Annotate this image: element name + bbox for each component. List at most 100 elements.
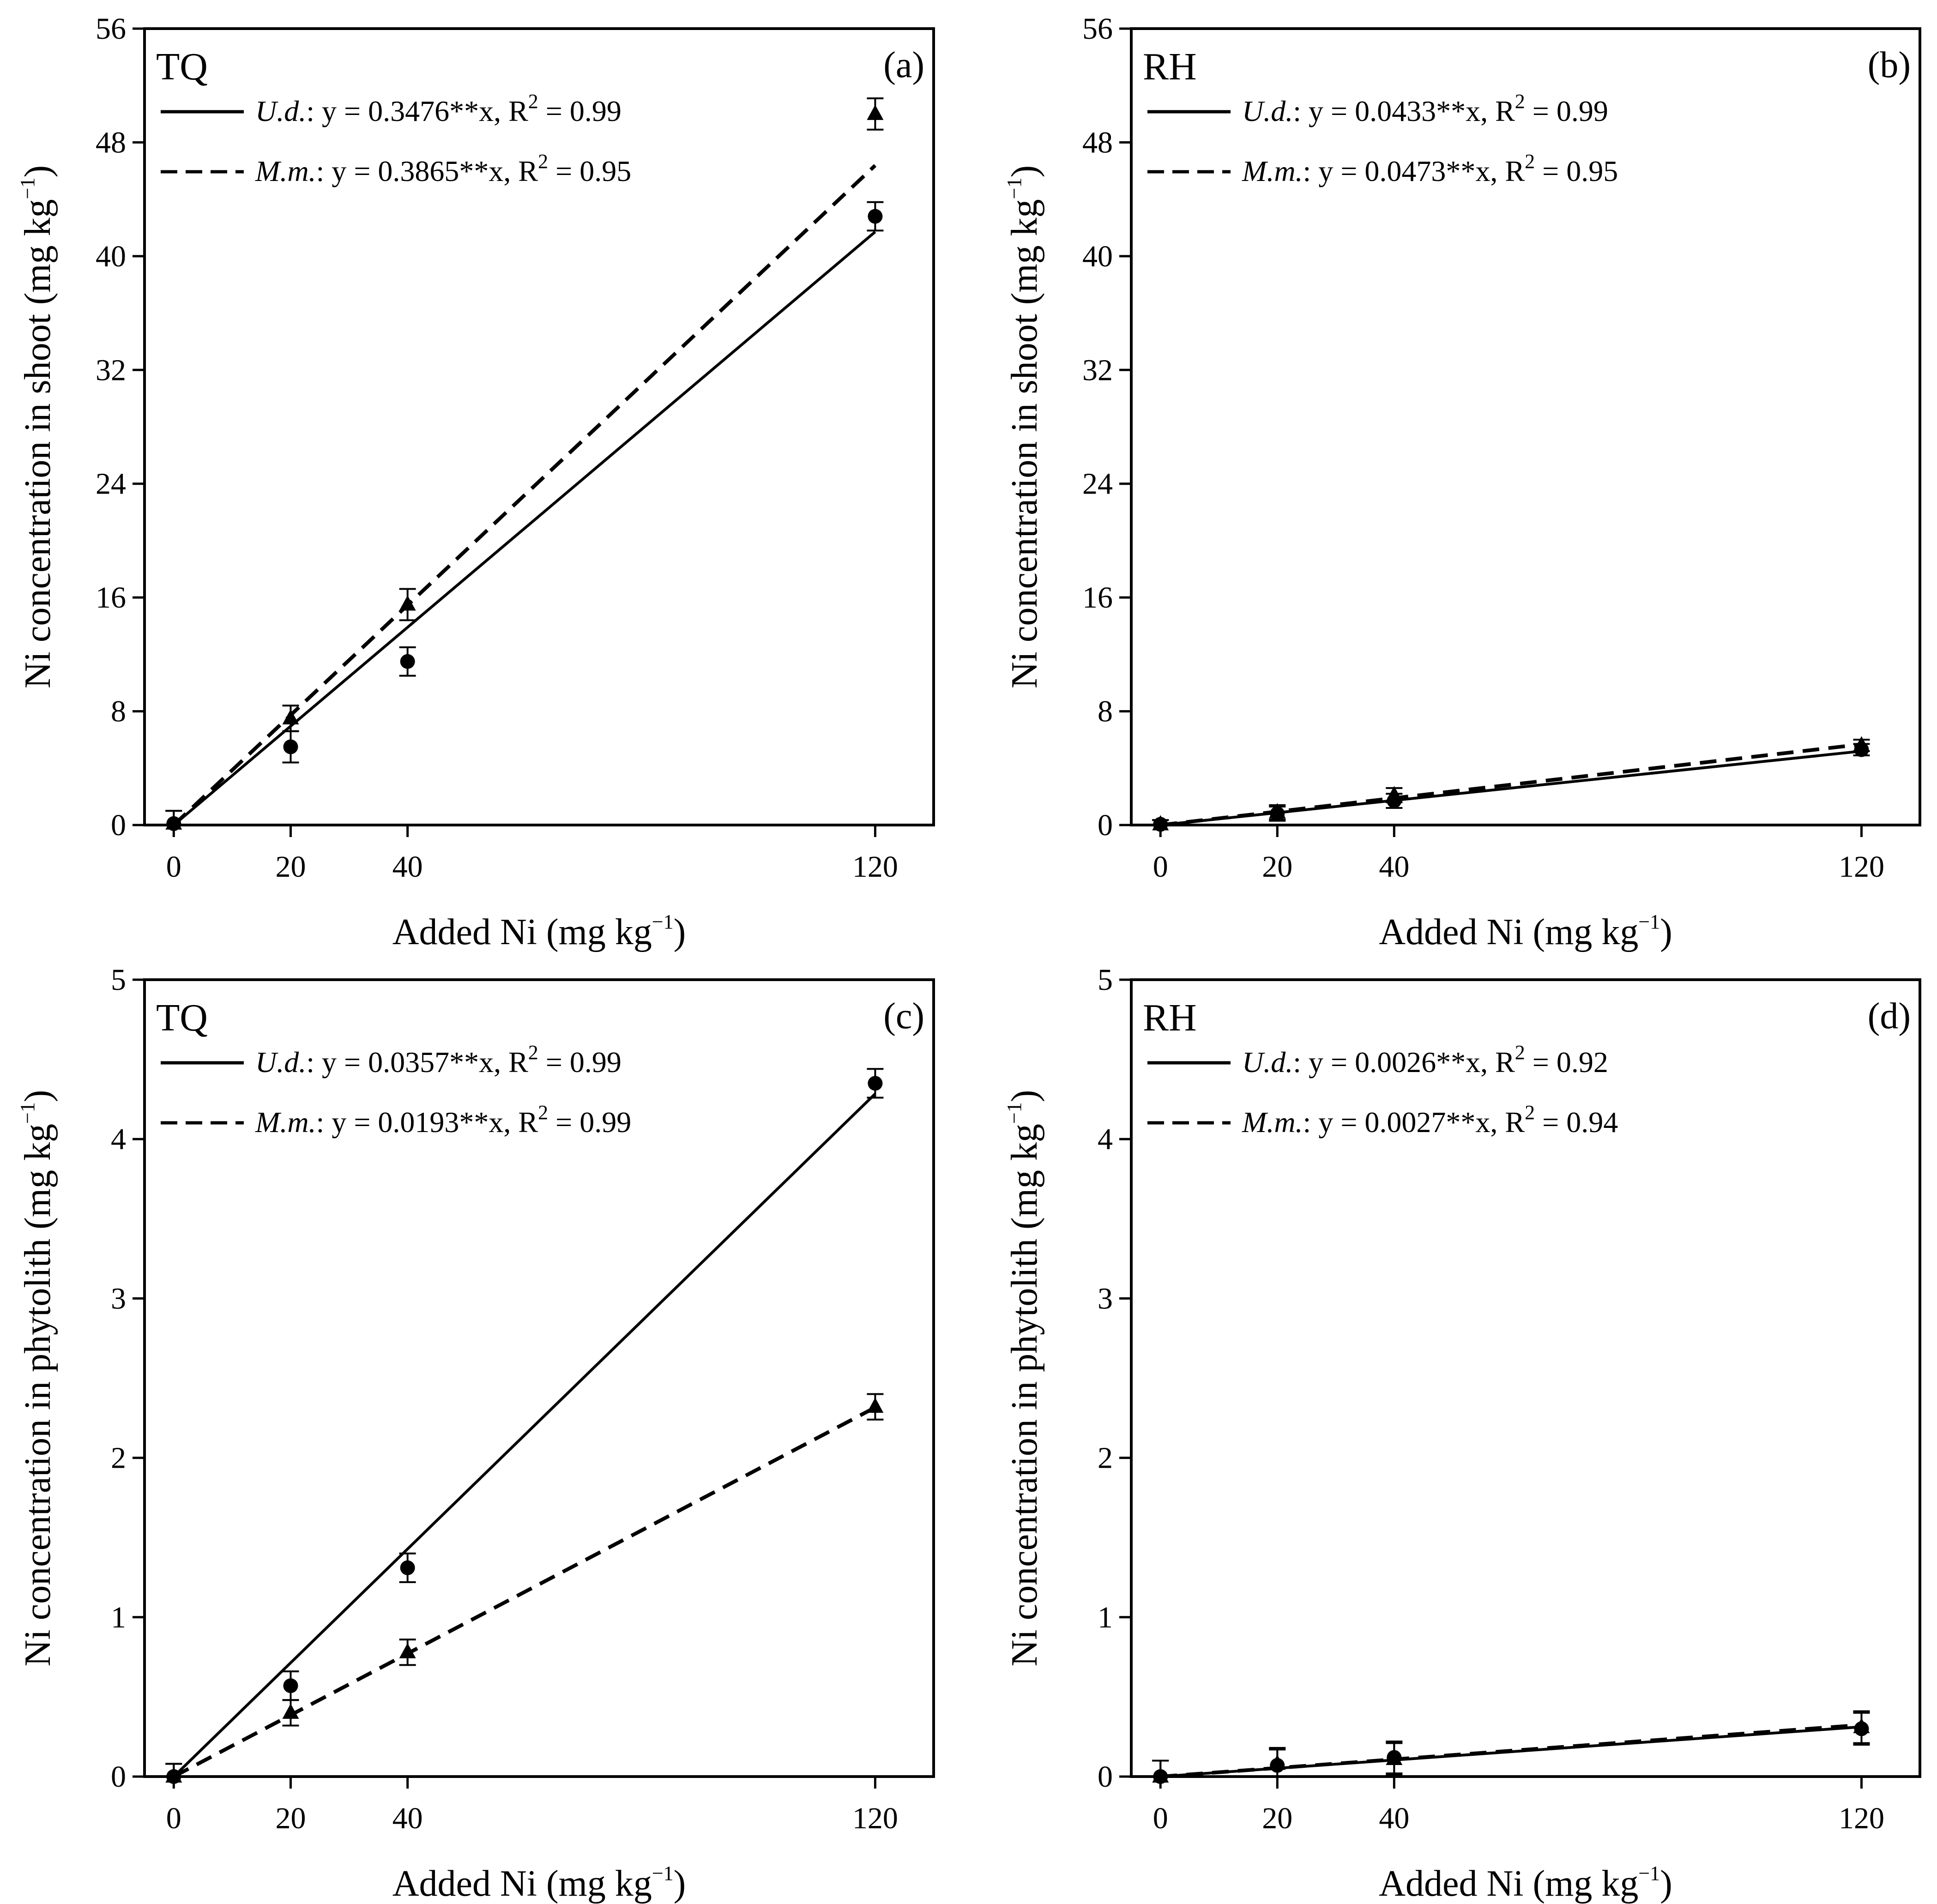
y-tick-label: 0 [1098, 1760, 1113, 1794]
point-mm [1152, 815, 1169, 831]
y-tick-label: 2 [111, 1441, 126, 1475]
legend-r2-value: = 0.94 [1535, 1106, 1618, 1139]
point-mm [1386, 1750, 1403, 1765]
legend-colon: : [306, 1046, 322, 1079]
point-mm [282, 709, 299, 724]
fit-line-mm [173, 1405, 876, 1778]
y-tick-label: 32 [1082, 353, 1113, 387]
x-tick-label: 0 [1153, 850, 1168, 884]
x-axis-title-sup: −1 [1638, 1862, 1660, 1885]
legend-entry-mm: M.m.: y = 0.0027**x, R2 = 0.94 [1242, 1101, 1618, 1139]
plot-frame [1130, 978, 1921, 1778]
panel-letter: (c) [883, 996, 924, 1036]
legend-r2-value: = 0.99 [548, 1106, 631, 1139]
panel-letter: (d) [1868, 996, 1911, 1036]
y-tick-label: 8 [111, 695, 126, 729]
x-tick-label: 40 [1379, 1802, 1409, 1835]
y-tick-label: 0 [111, 1760, 126, 1794]
x-tick-label: 0 [166, 850, 181, 884]
legend-equation: y = 0.0473**x, R [1318, 155, 1525, 187]
y-axis-title: Ni concentration in shoot (mg kg−1) [16, 165, 58, 688]
y-tick-label: 48 [1082, 126, 1113, 159]
legend-series-name: U.d. [1242, 95, 1293, 127]
legend-colon: : [316, 1106, 332, 1139]
y-axis-title-close: ) [18, 165, 58, 178]
x-axis-title-sup: −1 [652, 1862, 674, 1885]
legend-colon: : [1303, 1106, 1319, 1139]
point-mm [867, 104, 884, 120]
y-axis-title-sup: −1 [16, 178, 39, 199]
y-tick-label: 40 [96, 240, 126, 273]
y-tick-label: 1 [111, 1601, 126, 1634]
x-tick-label: 40 [1379, 850, 1409, 884]
plot-frame [143, 978, 935, 1778]
y-axis-title-main: Ni concentration in shoot (mg kg [18, 199, 58, 688]
legend-r2-value: = 0.99 [538, 95, 622, 127]
y-tick-label: 0 [1098, 808, 1113, 842]
point-ud [283, 739, 298, 754]
x-axis-title-main: Added Ni (mg kg [392, 1863, 652, 1904]
site-label: TQ [156, 45, 208, 88]
legend-equation: y = 0.0357**x, R [322, 1046, 528, 1079]
legend-r2-sup: 2 [1525, 1101, 1535, 1124]
x-axis-title-main: Added Ni (mg kg [392, 912, 652, 952]
legend-series-name: U.d. [255, 95, 306, 127]
y-tick-label: 4 [111, 1122, 126, 1156]
y-axis-title-main: Ni concentration in shoot (mg kg [1004, 199, 1045, 688]
legend-r2-sup: 2 [1515, 90, 1525, 113]
legend-colon: : [1293, 1046, 1309, 1079]
legend-equation: y = 0.0026**x, R [1309, 1046, 1515, 1079]
y-tick-label: 40 [1082, 240, 1113, 273]
y-tick-label: 56 [1082, 12, 1113, 46]
legend-r2-sup: 2 [1515, 1041, 1525, 1064]
point-ud [868, 209, 883, 224]
point-mm [1853, 736, 1870, 752]
point-ud [283, 1678, 298, 1693]
legend-equation: y = 0.3476**x, R [322, 95, 528, 127]
fit-line-ud [173, 230, 876, 826]
x-axis-title-close: ) [674, 912, 686, 952]
x-axis-title-sup: −1 [1638, 910, 1660, 933]
legend-entry-ud: U.d.: y = 0.3476**x, R2 = 0.99 [255, 90, 622, 127]
y-tick-label: 24 [96, 467, 126, 501]
point-ud [400, 654, 415, 669]
legend-colon: : [1303, 155, 1319, 187]
legend-r2-value: = 0.99 [1525, 95, 1608, 127]
y-tick-label: 5 [1098, 963, 1113, 997]
x-tick-label: 0 [166, 1802, 181, 1835]
legend-r2-sup: 2 [528, 1041, 538, 1064]
plot-frame [1130, 27, 1921, 826]
y-axis-title-main: Ni concentration in phytolith (mg kg [18, 1124, 58, 1666]
site-label: RH [1143, 45, 1197, 88]
legend-equation: y = 0.3865**x, R [332, 155, 538, 187]
x-tick-label: 20 [1262, 1802, 1292, 1835]
fit-line-mm [172, 164, 877, 826]
legend-equation: y = 0.0027**x, R [1318, 1106, 1525, 1139]
point-mm [867, 1398, 884, 1413]
legend-colon: : [1293, 95, 1309, 127]
legend-colon: : [316, 155, 332, 187]
x-axis-title: Added Ni (mg kg−1) [1379, 1862, 1672, 1904]
x-tick-label: 120 [852, 1802, 898, 1835]
legend-entry-ud: U.d.: y = 0.0026**x, R2 = 0.92 [1242, 1041, 1608, 1079]
legend-series-name: M.m. [255, 1106, 316, 1139]
y-axis-title: Ni concentration in phytolith (mg kg−1) [1003, 1090, 1045, 1667]
y-tick-label: 5 [111, 963, 126, 997]
legend-r2-value: = 0.95 [1535, 155, 1618, 187]
y-axis-title-close: ) [1004, 1090, 1045, 1103]
point-mm [165, 814, 182, 830]
y-axis-title-sup: −1 [1003, 178, 1026, 199]
x-tick-label: 120 [1839, 1802, 1884, 1835]
point-ud [400, 1560, 415, 1575]
y-axis-title: Ni concentration in phytolith (mg kg−1) [16, 1090, 58, 1667]
y-axis-title-sup: −1 [16, 1102, 39, 1124]
legend-equation: y = 0.0433**x, R [1309, 95, 1515, 127]
point-mm [1269, 803, 1286, 819]
fit-line-mm [1160, 1723, 1862, 1778]
legend-series-name: M.m. [255, 155, 316, 187]
point-mm [282, 1703, 299, 1719]
plot-frame [143, 27, 935, 826]
y-axis-title-main: Ni concentration in phytolith (mg kg [1004, 1124, 1045, 1666]
